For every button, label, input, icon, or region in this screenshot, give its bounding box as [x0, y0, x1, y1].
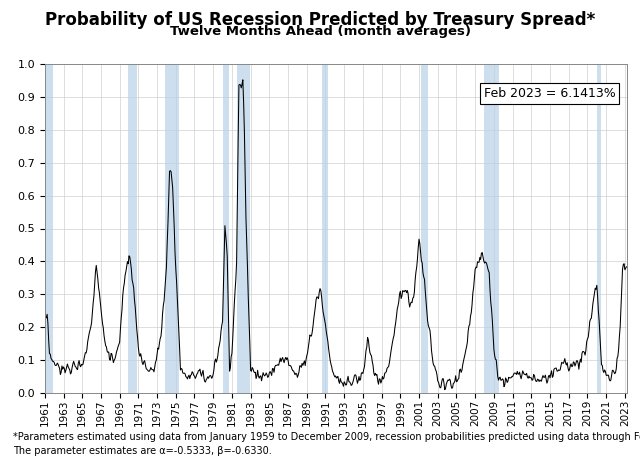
Bar [42, 64, 52, 393]
Bar [420, 64, 428, 393]
Bar [596, 64, 602, 393]
Bar [237, 64, 250, 393]
Bar [128, 64, 137, 393]
Text: *Parameters estimated using data from January 1959 to December 2009, recession p: *Parameters estimated using data from Ja… [13, 432, 640, 442]
Text: Feb 2023 = 6.1413%: Feb 2023 = 6.1413% [484, 87, 616, 100]
Bar [165, 64, 179, 393]
Bar [223, 64, 229, 393]
Bar [321, 64, 328, 393]
Bar [484, 64, 499, 393]
Text: Twelve Months Ahead (month averages): Twelve Months Ahead (month averages) [170, 25, 470, 38]
Text: Probability of US Recession Predicted by Treasury Spread*: Probability of US Recession Predicted by… [45, 11, 595, 29]
Text: The parameter estimates are α=-0.5333, β=-0.6330.: The parameter estimates are α=-0.5333, β… [13, 446, 271, 456]
